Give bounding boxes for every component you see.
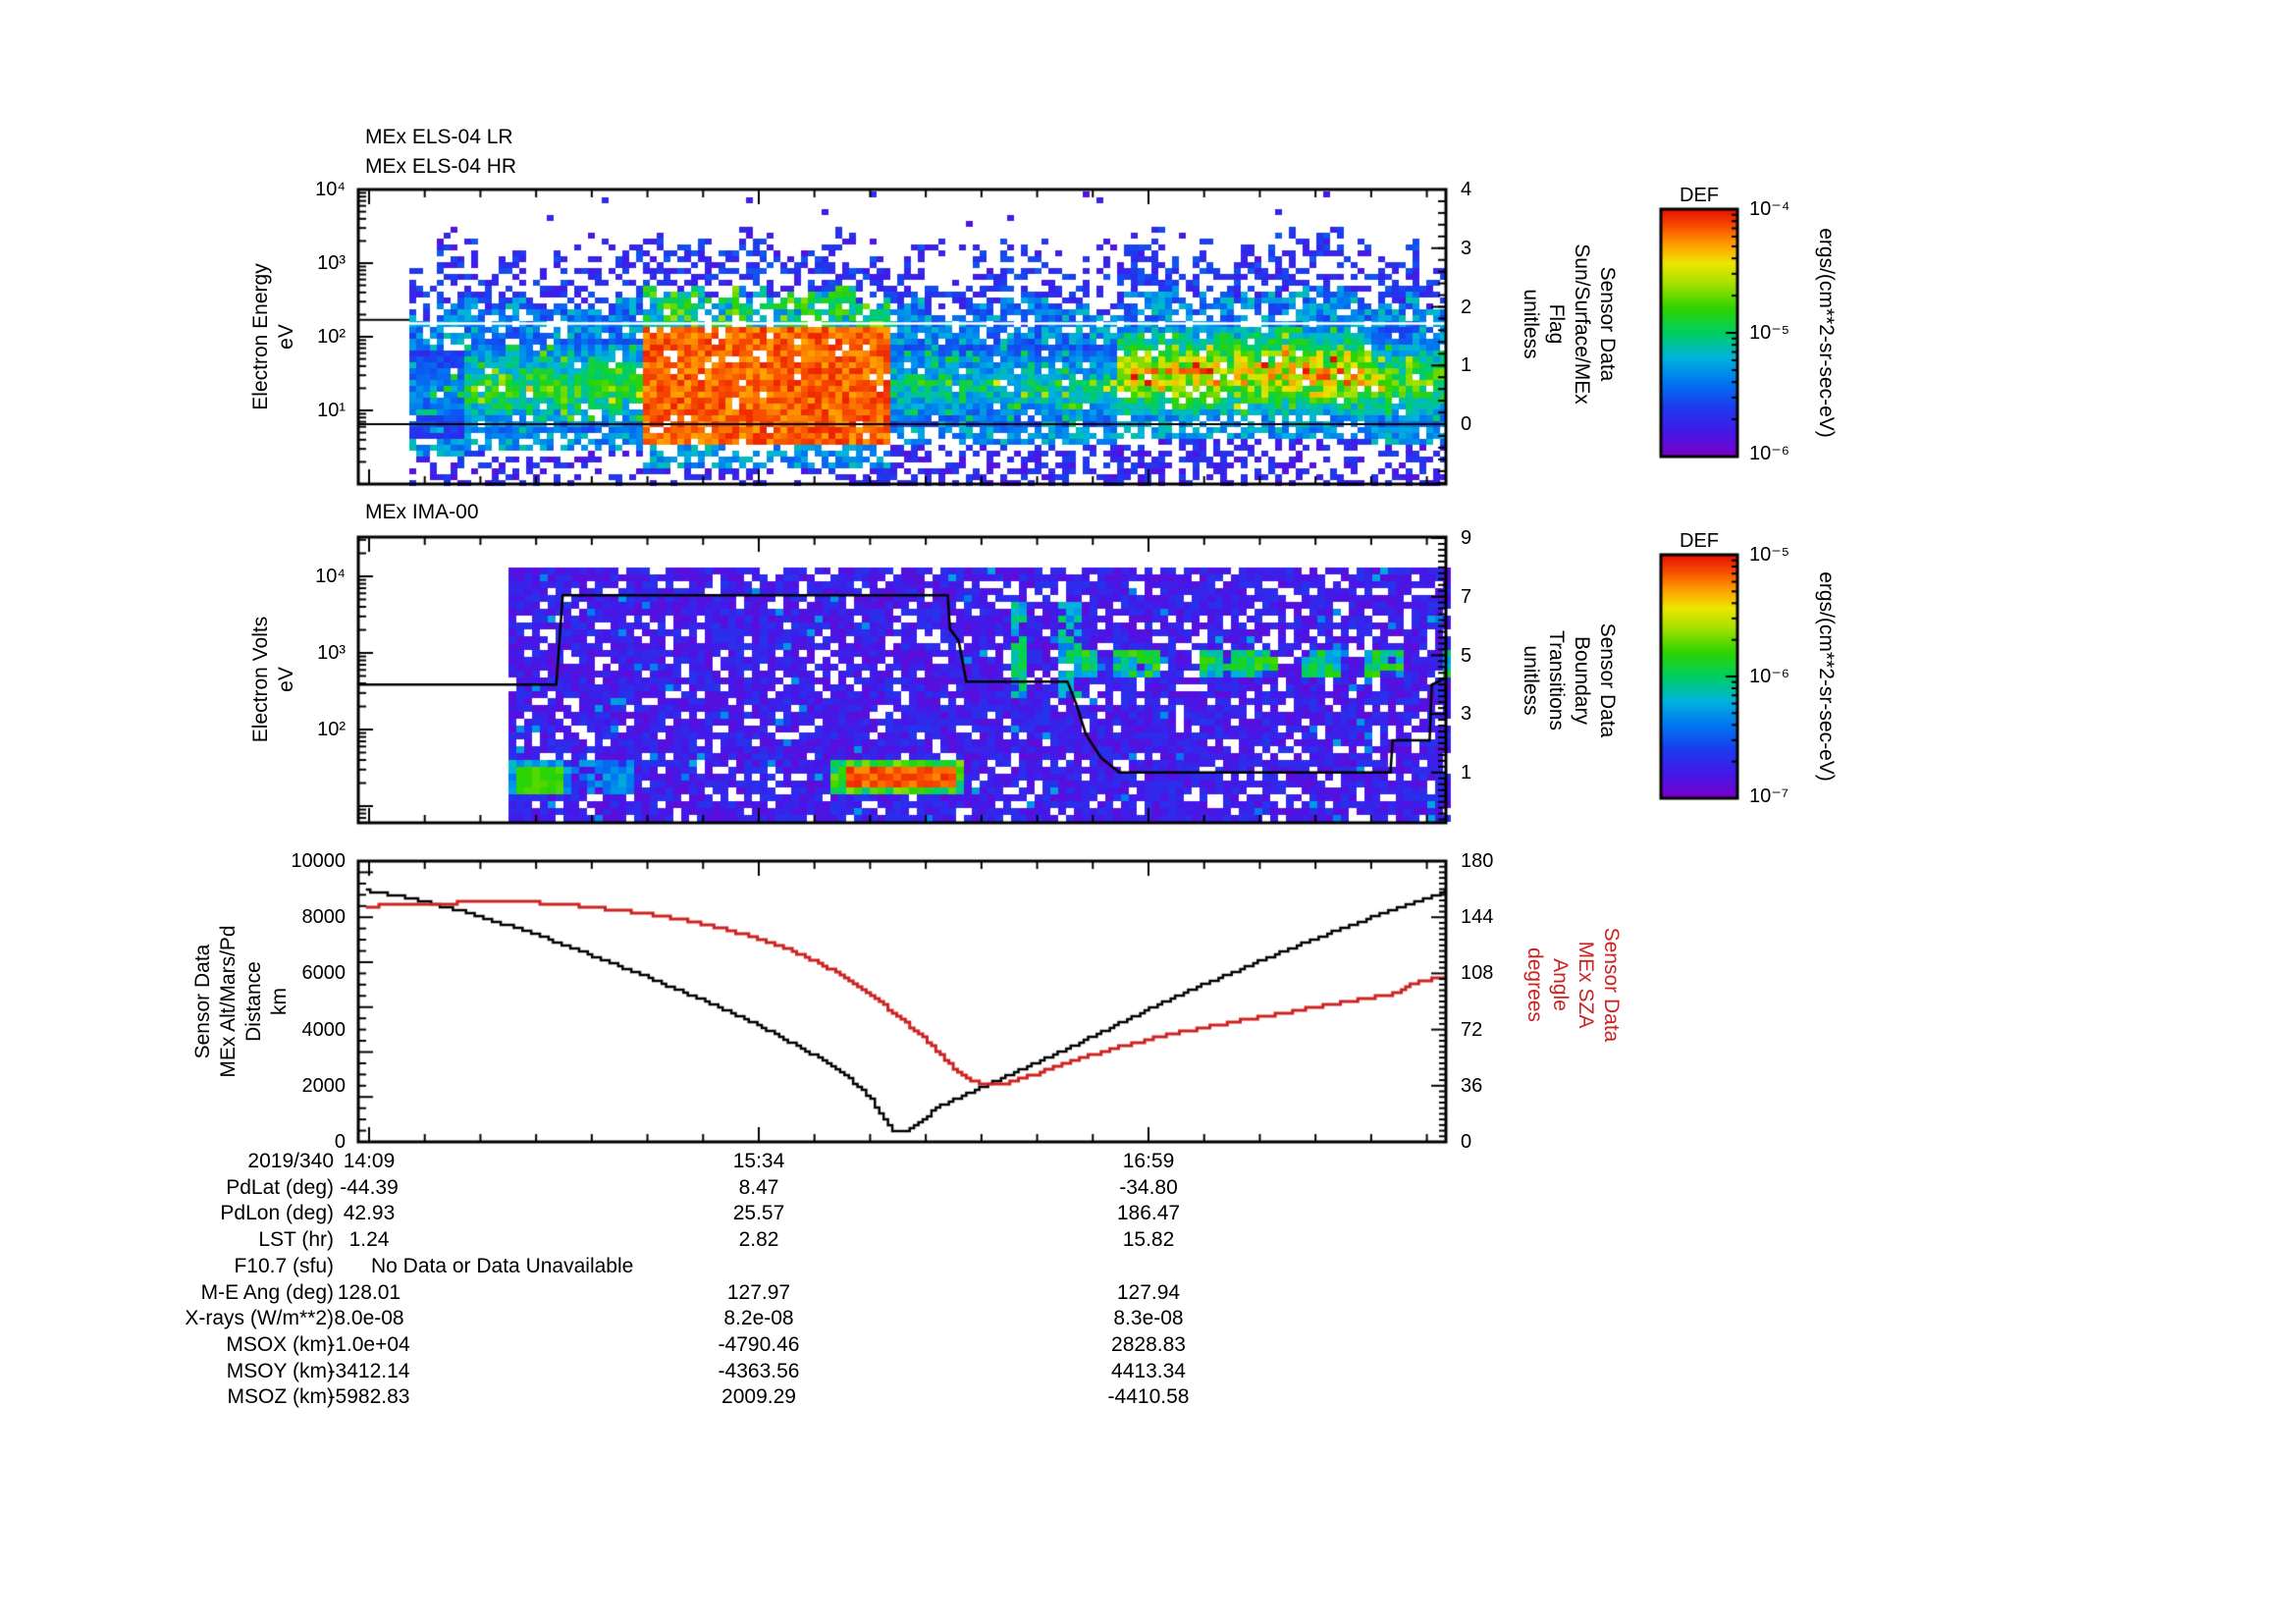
traj-right-tick-label: 180 [1461, 850, 1494, 872]
ima-right-tick-label: 1 [1461, 762, 1472, 784]
table-row-label: PdLat (deg) [226, 1176, 334, 1199]
table-row-value: 127.94 [1116, 1281, 1181, 1304]
table-row-label: X-rays (W/m**2) [185, 1307, 334, 1329]
els-flag-tick-label: 4 [1461, 179, 1472, 200]
table-row-value: -44.39 [340, 1176, 399, 1199]
table-row-value: 8.2e-08 [723, 1307, 794, 1329]
table-row-value: 2009.29 [721, 1385, 796, 1408]
colorbar2-tick-label: 10⁻⁶ [1749, 666, 1790, 687]
time-row-label: 2019/340 [247, 1150, 334, 1172]
table-row-value: 42.93 [343, 1202, 396, 1224]
table-row-label: MSOY (km) [226, 1360, 334, 1382]
traj-right-tick-label: 108 [1461, 962, 1494, 984]
table-row-label: MSOX (km) [226, 1333, 334, 1356]
ima-right-tick-label: 5 [1461, 645, 1472, 667]
table-row-value: 2828.83 [1111, 1333, 1186, 1356]
traj-left-tick-label: 0 [334, 1131, 346, 1153]
table-row-value: 8.3e-08 [1113, 1307, 1184, 1329]
traj-right-tick-label: 144 [1461, 906, 1494, 928]
els-flag-tick-label: 1 [1461, 354, 1472, 376]
time-row-value: 16:59 [1122, 1150, 1175, 1172]
table-row-value: 127.97 [726, 1281, 791, 1304]
time-row-value: 15:34 [732, 1150, 785, 1172]
traj-right-tick-label: 72 [1461, 1019, 1483, 1041]
table-row-label: PdLon (deg) [220, 1202, 334, 1224]
table-row-value: 15.82 [1122, 1228, 1175, 1251]
colorbar1-tick-label: 10⁻⁵ [1749, 322, 1790, 344]
table-row-value: -4790.46 [718, 1333, 800, 1356]
colorbar1-tick-label: 10⁻⁴ [1749, 198, 1790, 220]
els-flag-tick-label: 3 [1461, 238, 1472, 259]
table-row-value: 186.47 [1116, 1202, 1181, 1224]
ima-right-tick-label: 7 [1461, 586, 1472, 608]
table-row-value: -5982.83 [328, 1385, 410, 1408]
traj-left-tick-label: 4000 [301, 1019, 347, 1041]
time-row-value: 14:09 [343, 1150, 396, 1172]
ima-y-tick-label: 10² [317, 719, 346, 740]
table-row-value: 8.47 [738, 1176, 779, 1199]
table-row-value: 4413.34 [1111, 1360, 1186, 1382]
table-row-label: M-E Ang (deg) [200, 1281, 334, 1304]
colorbar2-title: DEF [1680, 530, 1719, 552]
colorbar1-title: DEF [1680, 185, 1719, 206]
els-flag-tick-label: 2 [1461, 297, 1472, 318]
table-row-label: MSOZ (km) [227, 1385, 334, 1408]
els-y-tick-label: 10⁴ [315, 179, 346, 200]
table-row-value: 1.24 [348, 1228, 390, 1251]
table-row-value: -34.80 [1119, 1176, 1178, 1199]
table-row-label: LST (hr) [258, 1228, 334, 1251]
table-row-value: -1.0e+04 [328, 1333, 410, 1356]
els-y-tick-label: 10³ [317, 252, 346, 274]
els-y-tick-label: 10² [317, 326, 346, 348]
ima-y-tick-label: 10⁴ [315, 566, 346, 587]
table-row-value: -4363.56 [718, 1360, 800, 1382]
ima-y-tick-label: 10³ [317, 642, 346, 664]
colorbar1-tick-label: 10⁻⁶ [1749, 443, 1790, 464]
els-title-lr: MEx ELS-04 LR [365, 126, 513, 148]
table-row-label: F10.7 (sfu) [234, 1255, 334, 1277]
table-row-nodata-text: No Data or Data Unavailable [371, 1255, 634, 1277]
table-row-value: 2.82 [738, 1228, 779, 1251]
table-row-value: 25.57 [732, 1202, 785, 1224]
ima-right-tick-label: 9 [1461, 527, 1472, 549]
colorbar2-tick-label: 10⁻⁷ [1749, 785, 1789, 807]
traj-right-tick-label: 36 [1461, 1075, 1483, 1097]
traj-left-tick-label: 6000 [301, 962, 347, 984]
els-flag-tick-label: 0 [1461, 413, 1472, 435]
traj-right-tick-label: 0 [1461, 1131, 1472, 1153]
els-title-hr: MEx ELS-04 HR [365, 155, 517, 178]
ima-title: MEx IMA-00 [365, 501, 479, 523]
table-row-value: 128.01 [337, 1281, 401, 1304]
traj-left-tick-label: 8000 [301, 906, 347, 928]
table-row-value: -4410.58 [1107, 1385, 1190, 1408]
table-row-value: -3412.14 [328, 1360, 410, 1382]
table-row-value: 8.0e-08 [334, 1307, 404, 1329]
traj-left-tick-label: 2000 [301, 1075, 347, 1097]
colorbar2-tick-label: 10⁻⁵ [1749, 544, 1790, 566]
ima-right-tick-label: 3 [1461, 703, 1472, 725]
traj-left-tick-label: 10000 [291, 850, 346, 872]
els-y-tick-label: 10¹ [317, 400, 346, 421]
